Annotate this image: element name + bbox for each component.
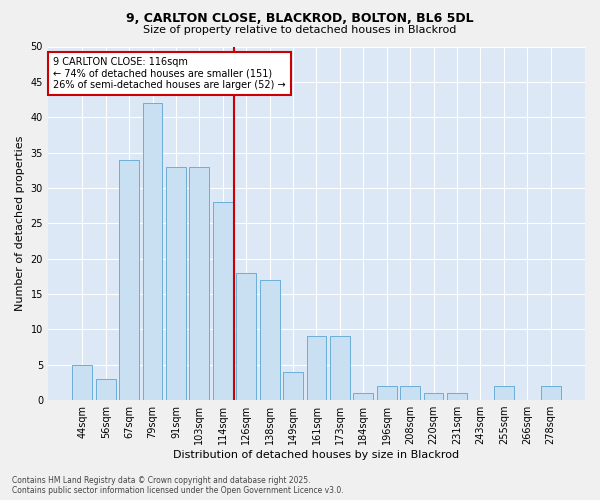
Bar bbox=[73, 364, 92, 400]
Bar bbox=[424, 393, 443, 400]
Bar bbox=[283, 372, 303, 400]
Bar bbox=[213, 202, 233, 400]
Bar bbox=[236, 273, 256, 400]
Y-axis label: Number of detached properties: Number of detached properties bbox=[15, 136, 25, 311]
Bar bbox=[377, 386, 397, 400]
Text: Contains HM Land Registry data © Crown copyright and database right 2025.
Contai: Contains HM Land Registry data © Crown c… bbox=[12, 476, 344, 495]
Bar bbox=[119, 160, 139, 400]
Bar bbox=[400, 386, 420, 400]
Text: Size of property relative to detached houses in Blackrod: Size of property relative to detached ho… bbox=[143, 25, 457, 35]
Text: 9, CARLTON CLOSE, BLACKROD, BOLTON, BL6 5DL: 9, CARLTON CLOSE, BLACKROD, BOLTON, BL6 … bbox=[126, 12, 474, 26]
Bar bbox=[353, 393, 373, 400]
Bar bbox=[307, 336, 326, 400]
Bar bbox=[447, 393, 467, 400]
Bar bbox=[166, 166, 186, 400]
Bar bbox=[330, 336, 350, 400]
Bar bbox=[260, 280, 280, 400]
X-axis label: Distribution of detached houses by size in Blackrod: Distribution of detached houses by size … bbox=[173, 450, 460, 460]
Bar bbox=[541, 386, 560, 400]
Bar bbox=[190, 166, 209, 400]
Text: 9 CARLTON CLOSE: 116sqm
← 74% of detached houses are smaller (151)
26% of semi-d: 9 CARLTON CLOSE: 116sqm ← 74% of detache… bbox=[53, 57, 286, 90]
Bar bbox=[494, 386, 514, 400]
Bar bbox=[143, 103, 163, 400]
Bar bbox=[96, 379, 116, 400]
